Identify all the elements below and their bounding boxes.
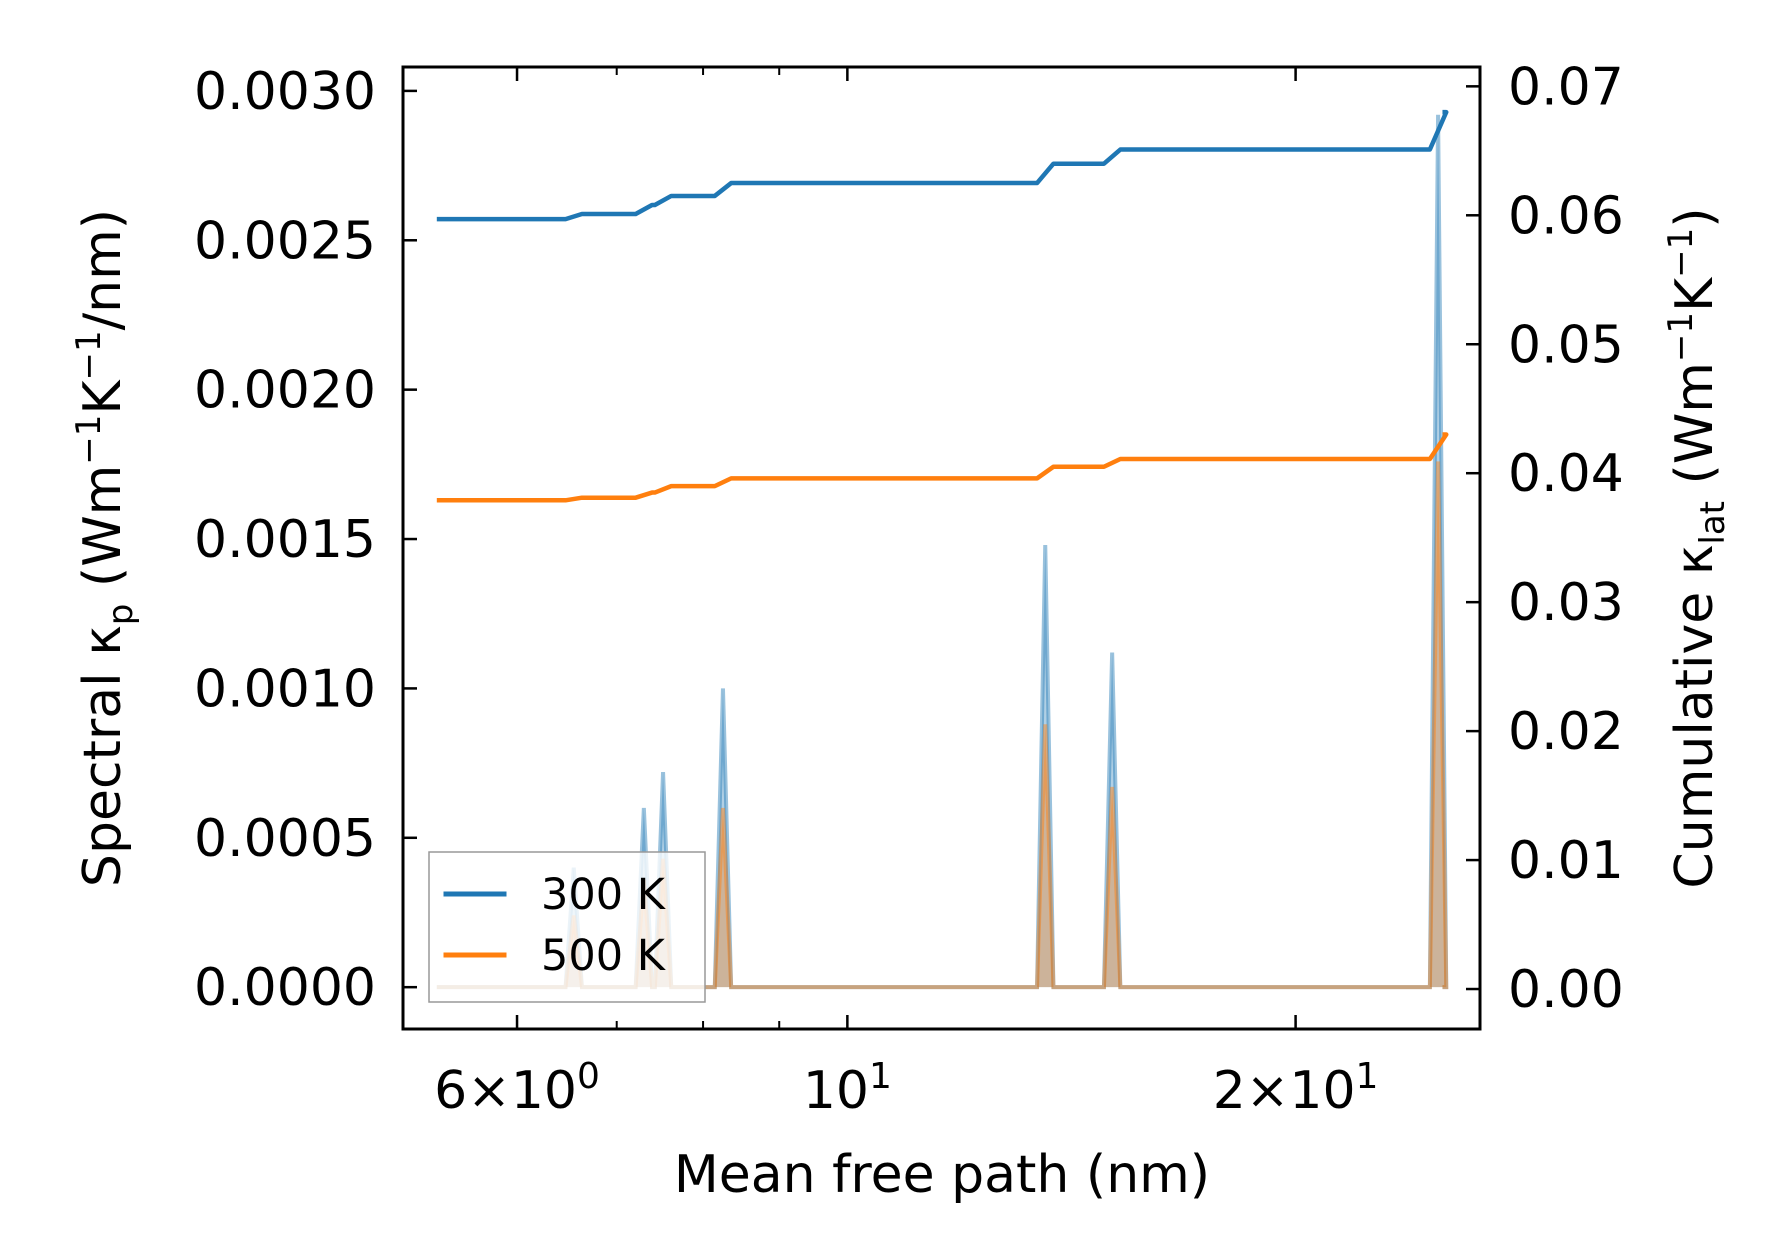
y-right-tick-label: 0.06: [1508, 186, 1624, 246]
y-axis-right-title: Cumulative κlat (Wm−1K−1): [1661, 207, 1733, 888]
x-tick-label: 2×101: [1213, 1056, 1379, 1121]
y-right-tick-label: 0.04: [1508, 444, 1624, 504]
y-right-tick-label: 0.05: [1508, 315, 1624, 375]
y-axis-right: 0.00 0.01 0.02 0.03 0.04 0.05 0.06 0.07: [1466, 57, 1624, 1020]
x-axis-title: Mean free path (nm): [674, 1145, 1210, 1205]
legend-label-300k: 300 K: [541, 870, 667, 920]
y-left-tick-label: 0.0030: [194, 62, 376, 122]
y-left-tick-label: 0.0005: [194, 809, 376, 869]
y-right-tick-label: 0.01: [1508, 831, 1624, 891]
legend-box: [428, 851, 706, 1003]
y-left-tick-label: 0.0010: [194, 659, 376, 719]
y-left-tick-label: 0.0000: [194, 958, 376, 1018]
cumulative-layer: [436, 109, 1449, 503]
y-left-tick-label: 0.0025: [194, 211, 376, 271]
x-tick-label: 101: [803, 1056, 892, 1121]
y-left-tick-label: 0.0015: [194, 510, 376, 570]
y-right-tick-label: 0.00: [1508, 960, 1624, 1020]
legend-label-500k: 500 K: [541, 931, 667, 981]
y-left-tick-label: 0.0020: [194, 361, 376, 421]
cumulative-line-0: [436, 109, 1449, 222]
legend: 300 K 500 K: [428, 851, 706, 1003]
y-axis-left-title: Spectral κp (Wm−1K−1/nm): [69, 209, 141, 887]
x-axis: 6×100 101 2×101: [434, 67, 1378, 1121]
y-axis-left: 0.0000 0.0005 0.0010 0.0015 0.0020 0.0025 0.00…: [194, 62, 417, 1018]
y-right-tick-label: 0.03: [1508, 573, 1624, 633]
x-tick-label: 6×100: [434, 1056, 600, 1121]
y-right-tick-label: 0.07: [1508, 57, 1624, 117]
plot-frame: [401, 65, 1482, 1031]
cumulative-line-1: [436, 432, 1449, 503]
y-right-tick-label: 0.02: [1508, 702, 1624, 762]
